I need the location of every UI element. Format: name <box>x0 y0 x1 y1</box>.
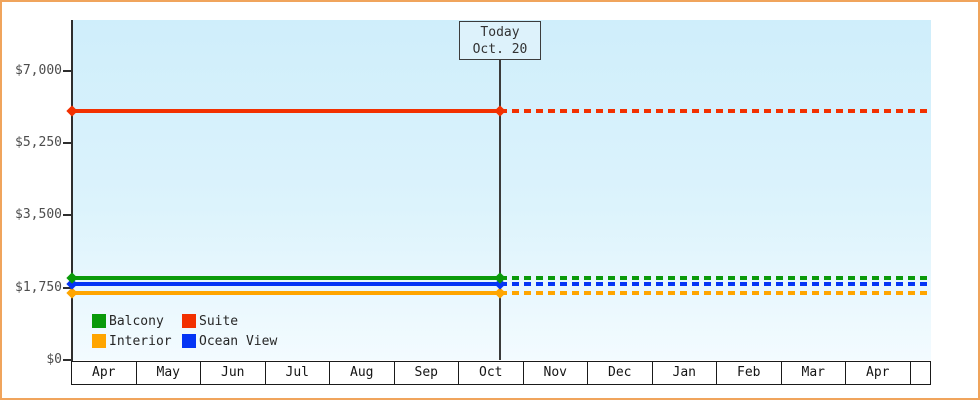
series-line-solid <box>73 109 500 114</box>
legend-item: Interior <box>92 331 182 351</box>
legend-label: Ocean View <box>199 333 278 349</box>
y-tick-mark <box>63 359 72 361</box>
today-label-line1: Today <box>480 25 520 40</box>
month-cell: Dec <box>588 362 653 384</box>
legend: Balcony Suite Interior Ocean View <box>92 311 277 351</box>
month-cell: Jun <box>201 362 266 384</box>
legend-item: Balcony <box>92 311 182 331</box>
plot-area <box>73 20 931 360</box>
series-line-dashed <box>499 109 931 114</box>
series-line-solid <box>73 282 500 287</box>
legend-swatch <box>182 314 196 328</box>
month-cell: Feb <box>717 362 782 384</box>
y-tick-mark <box>63 286 72 289</box>
legend-label: Balcony <box>109 313 164 329</box>
y-tick-mark <box>63 141 72 144</box>
month-cell-empty <box>911 362 931 384</box>
month-cell: Aug <box>330 362 395 384</box>
y-tick-label: $5,250 <box>15 134 62 150</box>
month-cell: Nov <box>524 362 588 384</box>
month-cell: Jan <box>653 362 717 384</box>
y-tick-label: $3,500 <box>15 207 62 223</box>
today-label-box: Today Oct. 20 <box>459 21 541 60</box>
series-line-dashed <box>499 282 931 287</box>
month-cell: May <box>137 362 201 384</box>
y-tick-label: $1,750 <box>15 279 62 295</box>
month-cell: Mar <box>782 362 846 384</box>
legend-swatch <box>92 314 106 328</box>
legend-label: Interior <box>109 333 172 349</box>
x-axis-month-band: Apr May Jun Jul Aug Sep Oct Nov Dec Jan Feb Mar Apr <box>71 361 931 385</box>
series-line-solid <box>73 291 500 296</box>
legend-swatch <box>92 334 106 348</box>
month-cell: Oct <box>459 362 524 384</box>
legend-label: Suite <box>199 313 239 329</box>
series-line-dashed <box>499 291 931 296</box>
series-line-solid <box>73 275 500 280</box>
legend-swatch <box>182 334 196 348</box>
today-vertical-line <box>499 60 501 360</box>
month-cell: Jul <box>266 362 330 384</box>
series-line-dashed <box>499 275 931 280</box>
month-cell: Sep <box>395 362 459 384</box>
y-tick-mark <box>63 214 72 217</box>
y-axis-line <box>71 20 73 361</box>
y-tick-label: $0 <box>46 352 62 367</box>
legend-item: Ocean View <box>182 331 277 351</box>
y-tick-label: $7,000 <box>15 62 62 78</box>
month-cell: Apr <box>846 362 911 384</box>
y-tick-mark <box>63 69 72 72</box>
today-label-line2: Oct. 20 <box>472 42 528 57</box>
month-cell: Apr <box>72 362 137 384</box>
legend-item: Suite <box>182 311 277 331</box>
